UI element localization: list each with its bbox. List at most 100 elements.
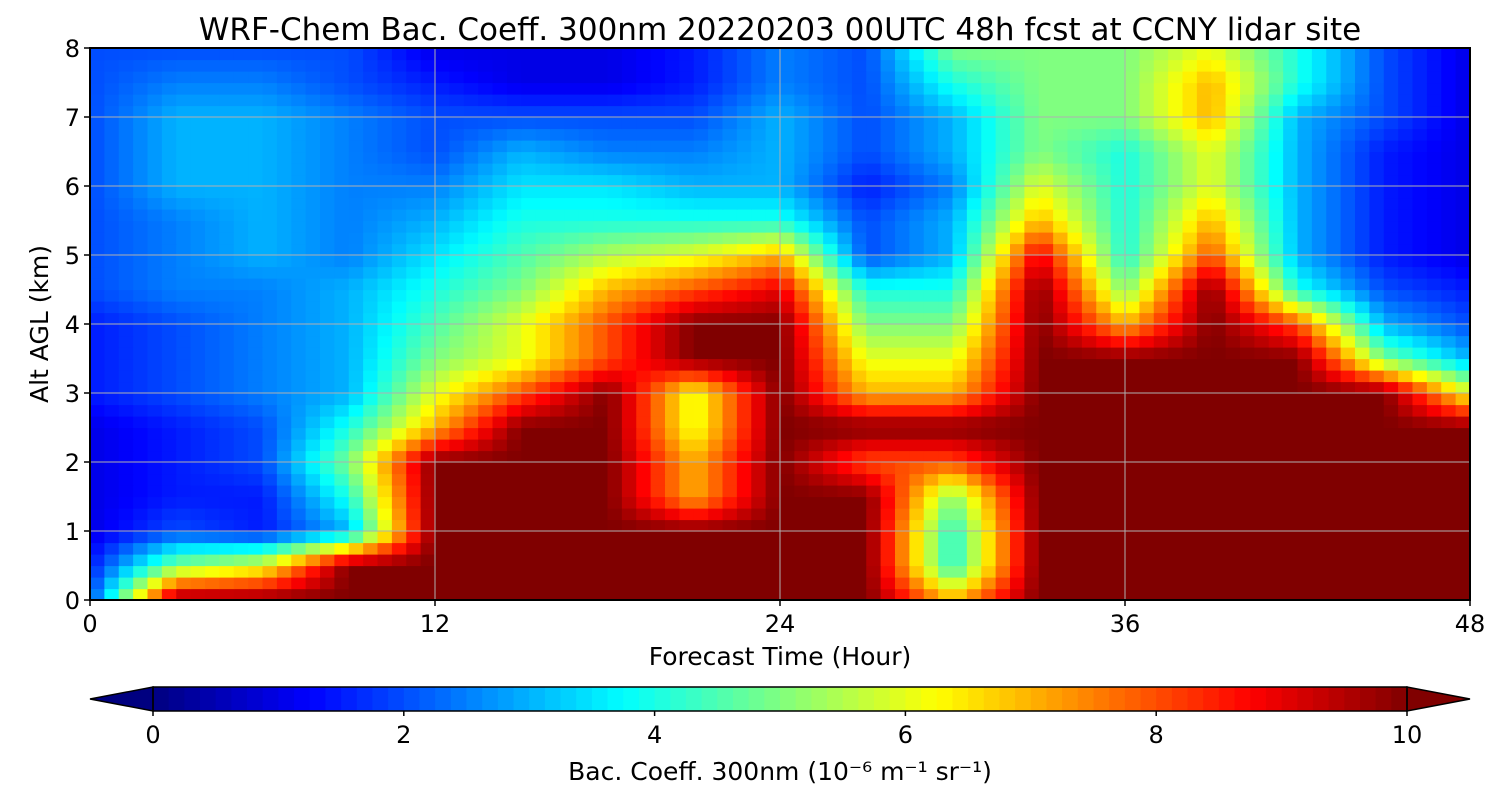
heatmap-cell (621, 105, 637, 118)
heatmap-cell (966, 255, 982, 268)
heatmap-cell (348, 301, 364, 314)
heatmap-cell (449, 427, 465, 440)
heatmap-cell (578, 324, 594, 337)
heatmap-cell (1455, 255, 1471, 268)
heatmap-cell (1211, 450, 1227, 463)
heatmap-cell (708, 519, 724, 532)
heatmap-cell (650, 82, 666, 95)
heatmap-cell (377, 312, 393, 325)
heatmap-cell (952, 186, 968, 199)
heatmap-cell (1053, 381, 1069, 394)
heatmap-cell (147, 588, 163, 601)
heatmap-cell (377, 48, 393, 61)
heatmap-cell (420, 324, 436, 337)
heatmap-cell (880, 347, 896, 360)
heatmap-cell (176, 266, 192, 279)
heatmap-cell (780, 174, 795, 187)
heatmap-cell (665, 565, 680, 578)
heatmap-cell (1412, 462, 1428, 475)
heatmap-cell (334, 324, 350, 337)
heatmap-cell (1283, 577, 1299, 590)
heatmap-cell (363, 531, 379, 544)
heatmap-cell (535, 473, 551, 486)
heatmap-cell (1096, 473, 1112, 486)
heatmap-cell (1096, 358, 1112, 371)
heatmap-cell (708, 82, 724, 95)
heatmap-cell (1038, 358, 1054, 371)
heatmap-cell (205, 404, 220, 417)
heatmap-cell (262, 347, 278, 360)
heatmap-cell (1455, 289, 1471, 302)
heatmap-cell (1096, 255, 1112, 268)
heatmap-cell (636, 473, 652, 486)
heatmap-cell (909, 94, 925, 107)
heatmap-cell (449, 209, 465, 222)
heatmap-cell (880, 427, 896, 440)
heatmap-cell (463, 542, 479, 555)
heatmap-cell (751, 565, 767, 578)
heatmap-cell (679, 427, 695, 440)
heatmap-cell (463, 531, 479, 544)
heatmap-cell (104, 48, 120, 61)
heatmap-cell (693, 370, 709, 383)
heatmap-cell (1038, 163, 1054, 176)
heatmap-cell (1426, 485, 1442, 498)
heatmap-cell (363, 278, 379, 291)
heatmap-cell (837, 542, 853, 555)
heatmap-cell (1024, 404, 1040, 417)
heatmap-cell (291, 462, 307, 475)
heatmap-cell (363, 473, 379, 486)
heatmap-cell (851, 347, 867, 360)
heatmap-cell (751, 209, 767, 222)
heatmap-cell (435, 404, 450, 417)
heatmap-cell (506, 404, 522, 417)
heatmap-cell (722, 266, 738, 279)
heatmap-cell (320, 588, 335, 601)
heatmap-cell (665, 151, 680, 164)
heatmap-cell (952, 128, 968, 141)
heatmap-cell (1441, 186, 1457, 199)
heatmap-cell (895, 71, 910, 84)
heatmap-cell (190, 370, 206, 383)
heatmap-cell (348, 59, 364, 72)
heatmap-cell (90, 312, 105, 325)
heatmap-cell (550, 209, 565, 222)
heatmap-cell (320, 393, 335, 406)
heatmap-cell (305, 577, 321, 590)
heatmap-cell (406, 186, 422, 199)
heatmap-cell (176, 381, 192, 394)
heatmap-cell (1110, 151, 1126, 164)
heatmap-cell (463, 255, 479, 268)
heatmap-cell (190, 496, 206, 509)
heatmap-cell (938, 450, 954, 463)
heatmap-cell (593, 381, 609, 394)
heatmap-cell (1355, 565, 1370, 578)
heatmap-cell (1168, 416, 1184, 429)
heatmap-cell (176, 404, 192, 417)
heatmap-cell (1211, 508, 1227, 521)
heatmap-cell (1455, 577, 1471, 590)
heatmap-cell (1125, 220, 1140, 233)
heatmap-cell (161, 278, 177, 291)
heatmap-cell (90, 151, 105, 164)
colorbar-segment (1250, 687, 1267, 711)
heatmap-cell (348, 358, 364, 371)
heatmap-cell (348, 163, 364, 176)
heatmap-cell (780, 358, 795, 371)
heatmap-cell (1081, 48, 1097, 61)
heatmap-cell (966, 393, 982, 406)
heatmap-cell (751, 554, 767, 567)
heatmap-cell (190, 232, 206, 245)
heatmap-cell (765, 473, 781, 486)
heatmap-cell (880, 243, 896, 256)
heatmap-cell (621, 519, 637, 532)
heatmap-cell (190, 358, 206, 371)
heatmap-cell (607, 370, 623, 383)
heatmap-cell (693, 588, 709, 601)
heatmap-cell (1053, 324, 1069, 337)
heatmap-cell (391, 232, 407, 245)
heatmap-cell (104, 496, 120, 509)
heatmap-cell (1340, 473, 1356, 486)
heatmap-cell (679, 48, 695, 61)
heatmap-cell (391, 71, 407, 84)
